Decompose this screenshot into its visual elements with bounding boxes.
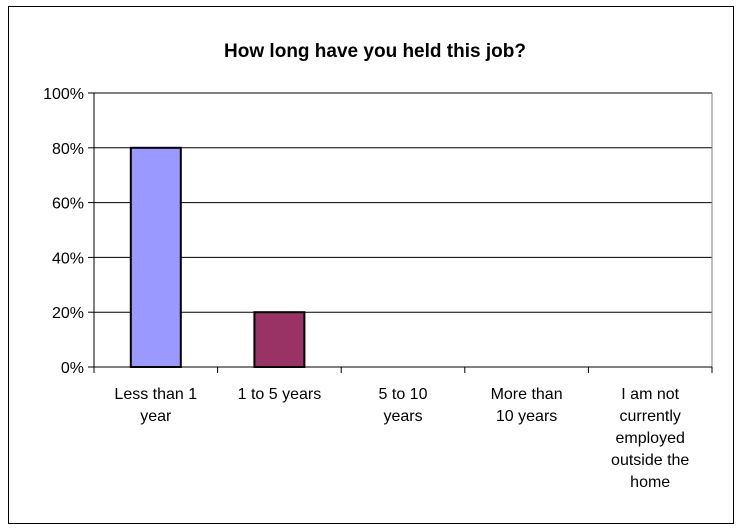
x-category-label-line: Less than 1 (114, 386, 197, 403)
x-category-label-line: 10 years (496, 408, 557, 425)
chart-title: How long have you held this job? (224, 41, 526, 62)
x-category-label-line: home (630, 474, 670, 491)
x-category-label: Less than 1 year (114, 386, 197, 425)
gridlines (94, 92, 712, 313)
x-category-label: I am not currently employed outside the home (611, 386, 689, 491)
x-category-label-line: 5 to 10 (379, 386, 428, 403)
y-tick-label: 80% (52, 141, 84, 158)
x-category-label-line: I am not (621, 386, 679, 403)
y-tick-label: 40% (52, 250, 84, 267)
x-axis-categories: Less than 1 year 1 to 5 years 5 to 10 years M… (114, 386, 689, 491)
bar (253, 311, 306, 369)
chart-frame: How long have you held this job? 0% 20% 40… (8, 6, 734, 524)
x-category-label-line: employed (616, 430, 685, 447)
x-category-label: 5 to 10 years (379, 386, 428, 425)
bar-chart: How long have you held this job? 0% 20% 40… (43, 41, 713, 491)
x-category-label-line: year (140, 408, 172, 425)
x-category-label-line: years (383, 408, 422, 425)
y-tick-label: 60% (52, 196, 84, 213)
y-tick-label: 20% (52, 305, 84, 322)
axes (88, 92, 713, 373)
bar (129, 146, 182, 368)
x-category-label-line: More than (491, 386, 563, 403)
x-category-label-line: currently (620, 408, 681, 425)
y-axis-ticks: 0% 20% 40% 60% 80% 100% (43, 86, 84, 377)
y-tick-label: 100% (43, 86, 84, 103)
x-category-label: 1 to 5 years (238, 386, 322, 403)
y-tick-label: 0% (61, 360, 84, 377)
x-category-label: More than 10 years (491, 386, 563, 425)
x-category-label-line: outside the (611, 452, 689, 469)
x-category-label-line: 1 to 5 years (238, 386, 322, 403)
